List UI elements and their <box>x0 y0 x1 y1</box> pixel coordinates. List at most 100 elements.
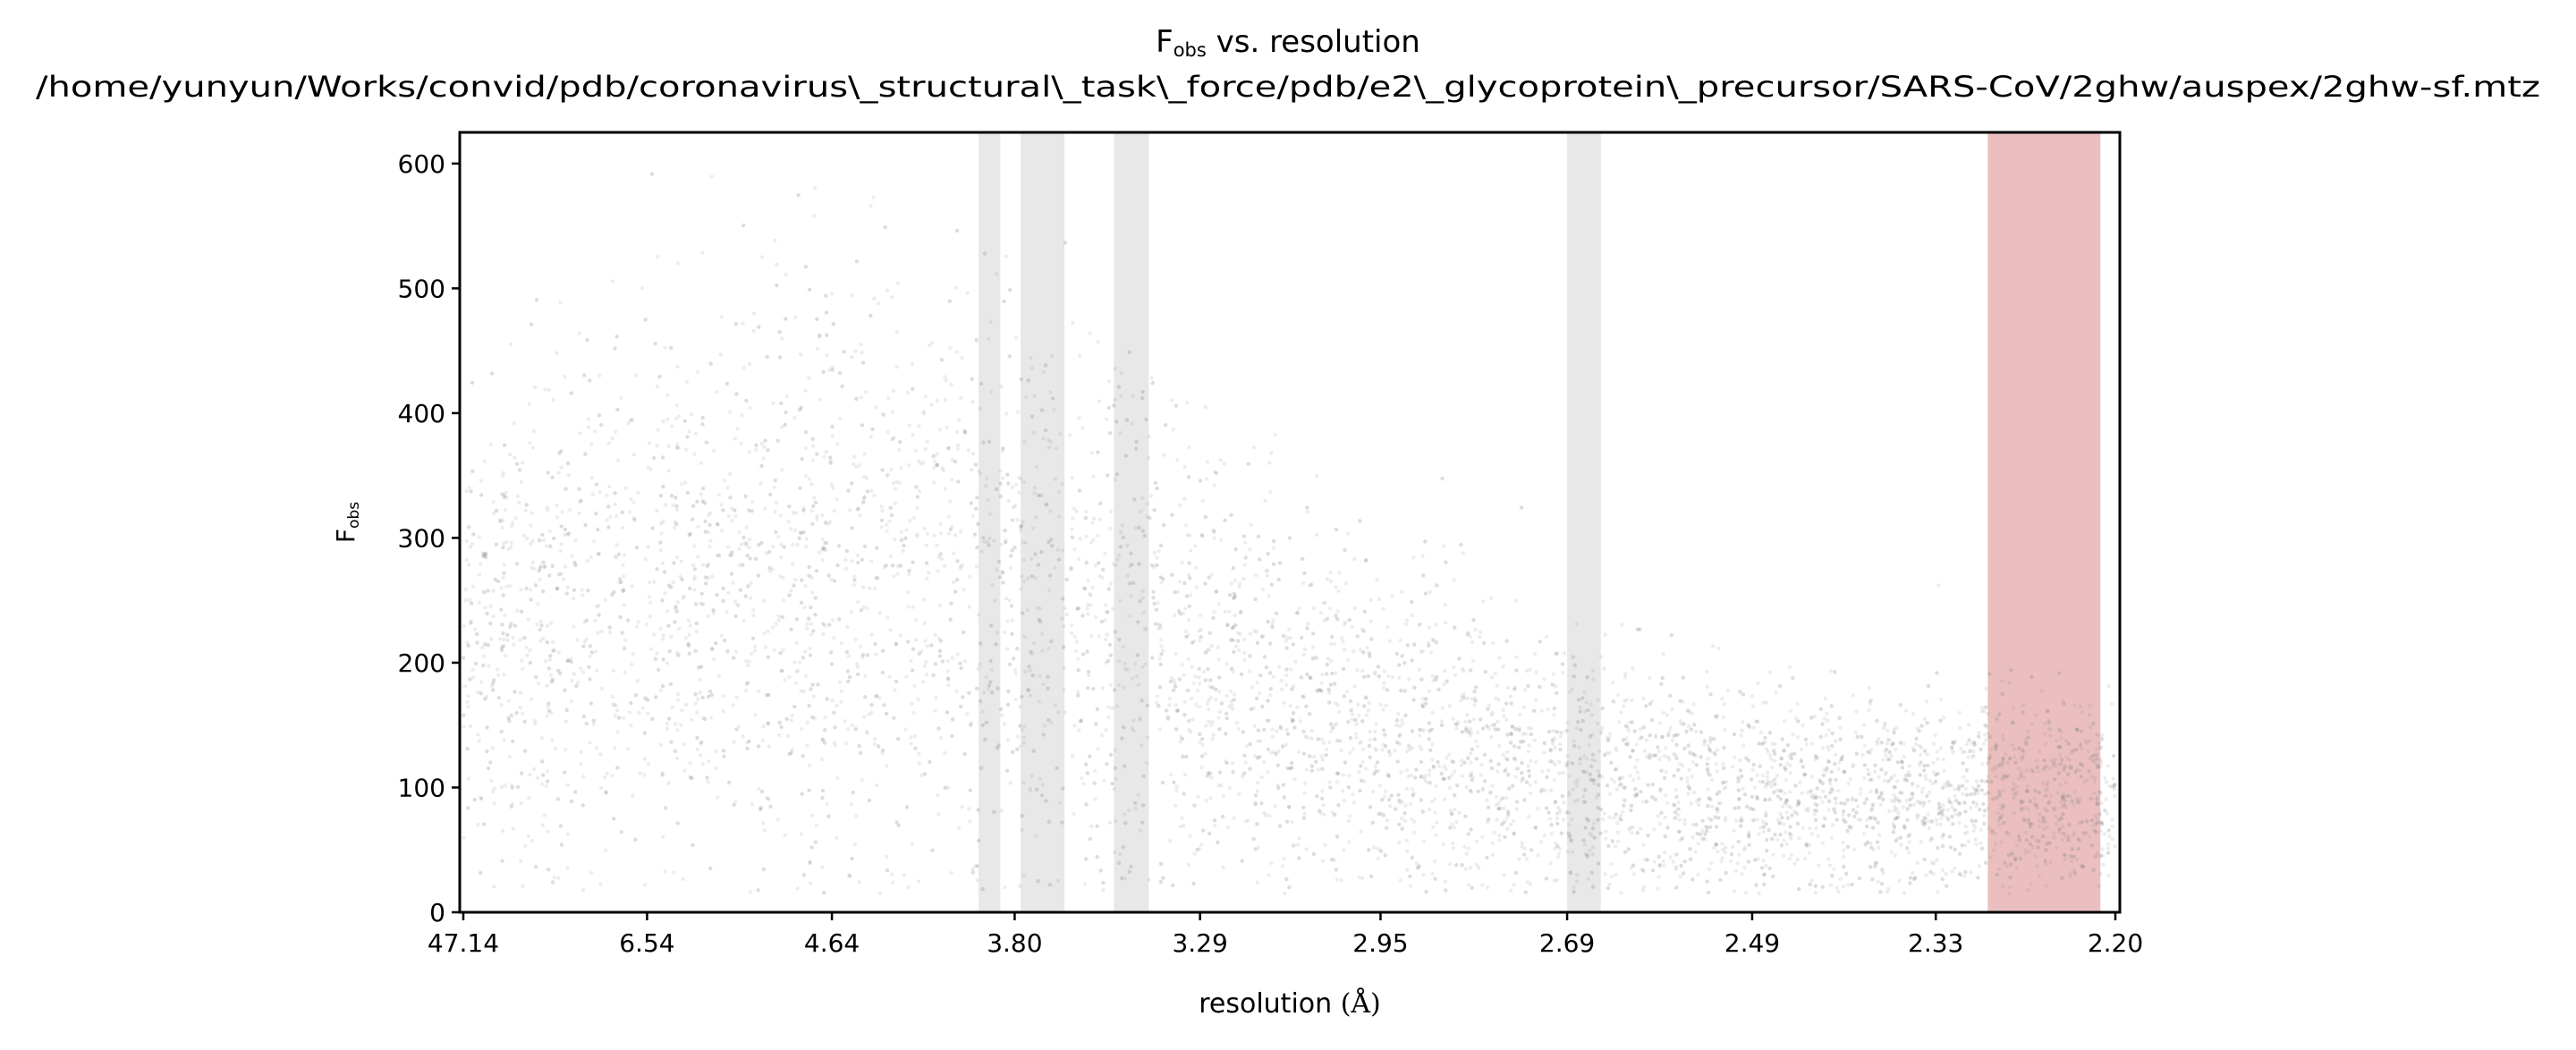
data-point <box>792 704 797 709</box>
data-point <box>794 669 799 674</box>
data-point <box>647 580 652 585</box>
data-point <box>786 520 791 524</box>
data-point <box>917 751 921 756</box>
data-point <box>477 739 481 743</box>
data-point <box>650 526 655 530</box>
data-point <box>1739 818 1743 823</box>
data-point <box>1861 723 1867 727</box>
data-point <box>497 517 503 521</box>
data-point <box>1788 771 1792 775</box>
data-point <box>854 814 859 818</box>
data-point <box>1997 792 2003 798</box>
data-point <box>610 279 614 284</box>
data-point <box>1894 795 1898 800</box>
data-point <box>1158 638 1164 642</box>
data-point <box>936 793 940 798</box>
data-point <box>1108 431 1113 436</box>
data-point <box>750 651 754 656</box>
data-point <box>1271 749 1276 755</box>
data-point <box>832 508 836 513</box>
data-point <box>733 436 737 441</box>
data-point <box>922 772 928 776</box>
data-point <box>2023 851 2029 855</box>
data-point <box>1329 659 1334 664</box>
data-point <box>1180 736 1185 741</box>
data-point <box>1842 864 1846 869</box>
data-point <box>850 559 854 563</box>
data-point <box>1384 703 1388 707</box>
data-point <box>939 358 945 362</box>
data-point <box>1953 793 1957 799</box>
data-point <box>1817 863 1821 868</box>
data-point <box>549 680 554 684</box>
data-point <box>967 807 971 811</box>
data-point <box>1868 701 1872 707</box>
data-point <box>999 808 1004 813</box>
data-point <box>2052 831 2056 835</box>
data-point <box>869 559 874 563</box>
data-point <box>1492 831 1496 835</box>
data-point <box>1454 863 1459 868</box>
data-point <box>988 680 993 684</box>
data-point <box>1033 515 1038 520</box>
data-point <box>1957 851 1962 856</box>
data-point <box>531 428 537 434</box>
data-point <box>1732 889 1737 893</box>
data-point <box>496 673 501 678</box>
data-point <box>1555 821 1560 826</box>
data-point <box>2057 671 2062 675</box>
data-point <box>809 509 814 513</box>
data-point <box>1046 588 1052 593</box>
data-point <box>556 876 561 880</box>
data-point <box>1489 675 1495 680</box>
data-point <box>1273 432 1277 437</box>
data-point <box>2113 783 2117 789</box>
data-point <box>1690 711 1695 716</box>
data-point <box>510 785 514 790</box>
data-point <box>1212 610 1216 614</box>
data-point <box>1447 775 1452 780</box>
data-point <box>1652 859 1657 864</box>
data-point <box>646 465 650 470</box>
data-point <box>1131 580 1136 585</box>
data-point <box>1571 787 1575 792</box>
data-point <box>491 499 496 504</box>
data-point <box>1118 545 1123 549</box>
data-point <box>1922 822 1927 827</box>
data-point <box>1054 446 1059 451</box>
data-point <box>1222 461 1227 466</box>
data-point <box>1850 796 1854 800</box>
data-point <box>690 412 694 417</box>
data-point <box>1297 836 1301 841</box>
data-point <box>1656 814 1661 818</box>
data-point <box>822 454 826 459</box>
data-point <box>1504 639 1509 643</box>
data-point <box>1822 816 1826 820</box>
data-point <box>780 668 784 673</box>
data-point <box>591 538 597 544</box>
data-point <box>2069 750 2073 756</box>
data-point <box>464 538 469 544</box>
data-point <box>783 678 787 682</box>
data-point <box>859 395 863 400</box>
data-point <box>744 525 749 529</box>
data-point <box>1553 762 1557 767</box>
data-point <box>1816 834 1820 838</box>
data-point <box>1074 639 1079 644</box>
data-point <box>1063 241 1068 245</box>
data-point <box>1106 610 1110 614</box>
data-point <box>1000 476 1005 480</box>
data-point <box>1467 883 1471 887</box>
data-point <box>1979 709 1984 714</box>
data-point <box>1189 696 1194 701</box>
data-point <box>978 663 982 667</box>
data-point <box>809 687 813 691</box>
data-point <box>964 711 970 716</box>
data-point <box>1020 574 1024 579</box>
data-point <box>1029 356 1033 360</box>
data-point <box>492 885 496 889</box>
data-point <box>1551 672 1556 676</box>
data-point <box>1615 839 1621 843</box>
data-point <box>1156 600 1160 605</box>
data-point <box>1564 728 1569 733</box>
